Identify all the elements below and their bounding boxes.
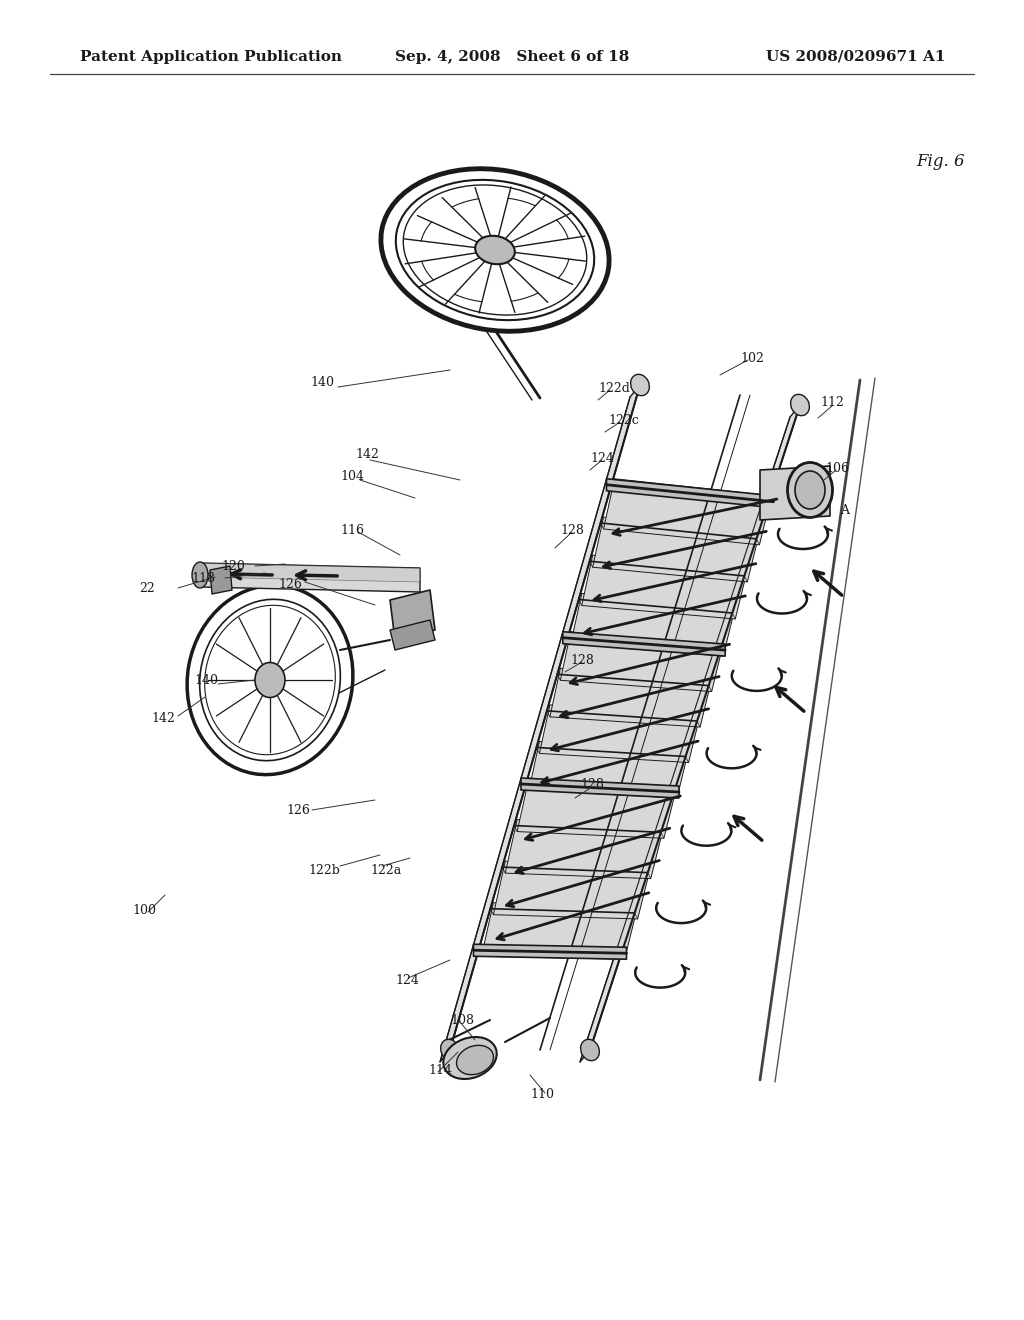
Polygon shape <box>200 564 420 591</box>
Ellipse shape <box>581 1039 599 1061</box>
Polygon shape <box>521 777 679 799</box>
Text: Fig. 6: Fig. 6 <box>916 153 965 169</box>
Text: 112: 112 <box>820 396 844 408</box>
Polygon shape <box>560 632 723 692</box>
Text: 122b: 122b <box>308 863 340 876</box>
Ellipse shape <box>795 471 825 510</box>
Text: 116: 116 <box>340 524 364 536</box>
Ellipse shape <box>440 1039 460 1061</box>
Text: A: A <box>840 503 849 516</box>
Text: 106: 106 <box>825 462 849 474</box>
Text: 122a: 122a <box>370 863 401 876</box>
Polygon shape <box>473 944 627 960</box>
Polygon shape <box>494 861 650 919</box>
Text: 102: 102 <box>740 351 764 364</box>
Polygon shape <box>563 632 725 656</box>
Text: US 2008/0209671 A1: US 2008/0209671 A1 <box>766 50 945 63</box>
Text: 128: 128 <box>560 524 584 536</box>
Text: 142: 142 <box>152 711 175 725</box>
Polygon shape <box>440 385 640 1063</box>
Text: 118: 118 <box>191 572 215 585</box>
Text: 22: 22 <box>139 582 155 594</box>
Ellipse shape <box>255 663 285 697</box>
Polygon shape <box>603 479 771 545</box>
Text: 122c: 122c <box>608 413 639 426</box>
Text: 114: 114 <box>428 1064 452 1077</box>
Polygon shape <box>481 903 638 960</box>
Text: 126: 126 <box>286 804 310 817</box>
Text: 100: 100 <box>132 903 156 916</box>
Text: 124: 124 <box>395 974 419 986</box>
Polygon shape <box>200 564 420 582</box>
Text: 142: 142 <box>355 449 379 462</box>
Ellipse shape <box>631 375 649 396</box>
Ellipse shape <box>193 562 208 587</box>
Ellipse shape <box>787 462 833 517</box>
Polygon shape <box>390 620 435 649</box>
Polygon shape <box>582 556 748 619</box>
Polygon shape <box>760 466 830 520</box>
Polygon shape <box>505 820 664 879</box>
Polygon shape <box>580 405 800 1063</box>
Text: 110: 110 <box>530 1089 554 1101</box>
Text: 124: 124 <box>590 451 613 465</box>
Text: 140: 140 <box>194 673 218 686</box>
Text: 128: 128 <box>580 779 604 792</box>
Polygon shape <box>210 566 232 594</box>
Polygon shape <box>529 742 688 799</box>
Text: Sep. 4, 2008   Sheet 6 of 18: Sep. 4, 2008 Sheet 6 of 18 <box>395 50 629 63</box>
Text: 120: 120 <box>221 560 245 573</box>
Ellipse shape <box>457 1045 494 1074</box>
Ellipse shape <box>443 1038 497 1078</box>
Text: 122d: 122d <box>598 381 630 395</box>
Text: Patent Application Publication: Patent Application Publication <box>80 50 342 63</box>
Text: 140: 140 <box>310 375 334 388</box>
Ellipse shape <box>396 180 594 321</box>
Polygon shape <box>550 668 712 727</box>
Polygon shape <box>540 705 700 763</box>
Text: 126: 126 <box>279 578 302 590</box>
Polygon shape <box>593 517 760 582</box>
Polygon shape <box>517 777 677 838</box>
Ellipse shape <box>791 395 809 416</box>
Ellipse shape <box>200 599 340 760</box>
Text: 104: 104 <box>340 470 364 483</box>
Text: 108: 108 <box>450 1014 474 1027</box>
Text: 128: 128 <box>570 653 594 667</box>
Polygon shape <box>570 594 735 656</box>
Polygon shape <box>606 479 773 508</box>
Polygon shape <box>390 590 435 640</box>
Ellipse shape <box>475 236 515 264</box>
